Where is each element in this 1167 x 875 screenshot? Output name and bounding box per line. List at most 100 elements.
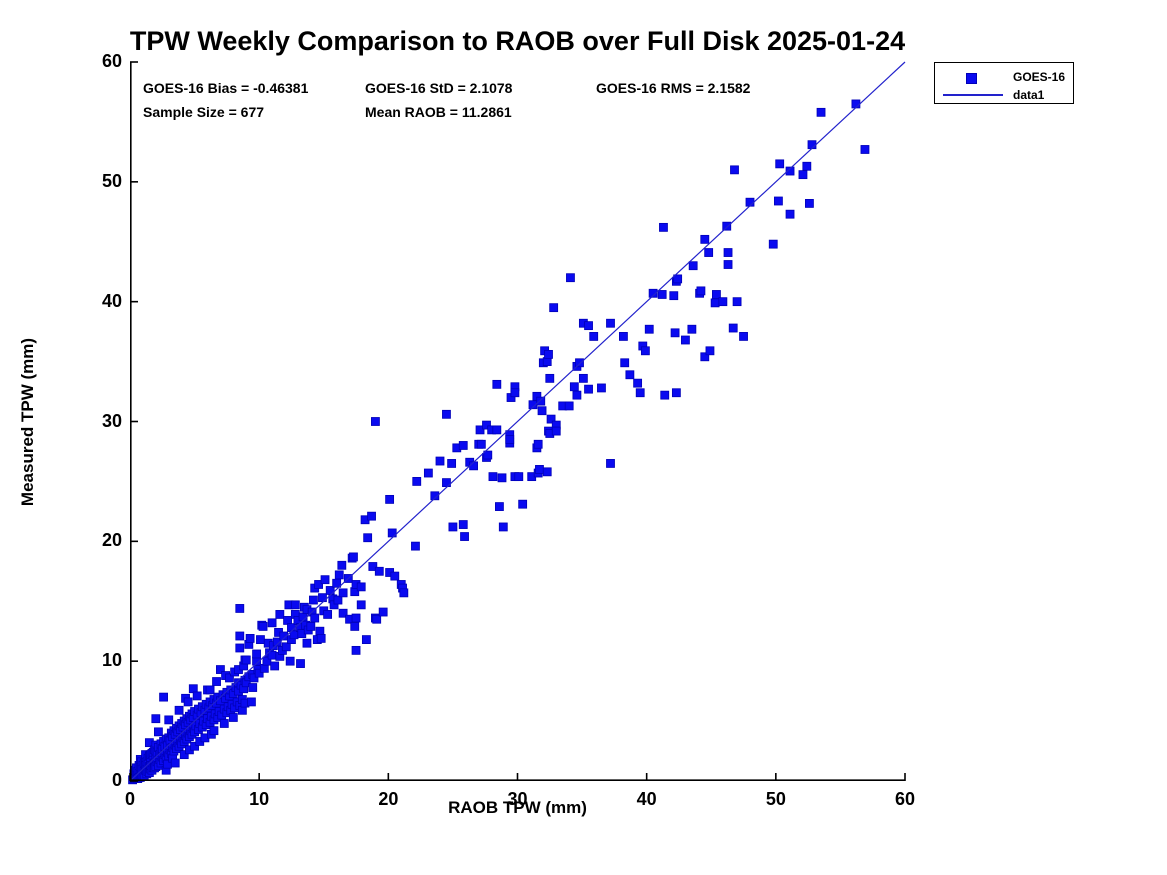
scatter-point [476,439,486,449]
scatter-point [518,499,528,509]
scatter-point [584,321,593,331]
scatter-point [254,668,264,678]
scatter-point [723,248,733,257]
scatter-point [316,633,326,643]
scatter-point [179,750,189,760]
scatter-point [385,494,395,504]
scatter-point [252,649,261,659]
scatter-point [687,324,697,334]
scatter-point [483,450,493,460]
scatter-point [371,417,380,426]
scatter-point [659,222,668,232]
scatter-point [272,637,282,647]
scatter-point [209,726,219,736]
scatter-point [546,414,556,424]
scatter-point [688,261,698,271]
scatter-point [267,618,277,628]
y-tick-label: 0 [111,770,122,790]
scatter-point [551,426,561,436]
scatter-point [256,635,265,644]
scatter-point [338,608,348,618]
x-tick-label: 50 [765,789,786,809]
scatter-point [367,511,376,521]
scatter-point [423,468,433,478]
scatter-point [296,659,305,668]
scatter-point [670,328,680,338]
legend-label: data1 [1013,88,1045,102]
scatter-point [159,692,168,702]
y-tick-label: 60 [101,51,122,71]
scatter-point [589,332,599,341]
scatter-point [216,665,225,674]
scatter-point [302,638,312,648]
scatter-point [285,656,295,666]
scatter-point [492,425,502,435]
x-tick-label: 0 [124,789,135,809]
legend-label: GOES-16 [1013,70,1066,84]
scatter-point [774,196,783,206]
scatter-point [337,560,347,570]
scatter-point [798,170,808,180]
scatter-point [710,298,720,308]
scatter-point [411,541,420,551]
scatter-point [640,346,650,356]
scatter-point [728,323,738,333]
square-marker-icon [966,73,977,84]
scatter-point [514,472,524,482]
y-tick-label: 50 [101,170,122,191]
scatter-point [575,358,584,368]
scatter-point [270,661,280,671]
stat-bias: GOES-16 Bias = -0.46381 [143,80,309,96]
scatter-point [350,622,360,631]
scatter-point [584,384,593,394]
scatter-point [361,635,371,644]
scatter-point [712,290,721,299]
scatter-point [435,456,445,466]
scatter-point [170,758,180,768]
scatter-point [505,435,515,444]
scatter-point [314,580,323,589]
scatter-point [537,406,547,416]
scatter-point [625,370,635,380]
scatter-point [275,610,285,619]
scatter-point [447,459,457,468]
stat-rms: GOES-16 RMS = 2.1582 [596,80,751,96]
scatter-point [723,260,733,269]
scatter-point [510,388,520,398]
x-axis-label: RAOB TPW (mm) [448,798,587,817]
y-tick-label: 10 [101,650,122,671]
y-tick-label: 20 [101,530,122,551]
scatter-point [235,631,245,641]
scatter-point [281,642,291,652]
scatter-point [154,727,163,737]
scatter-point [351,645,361,655]
stat-std: GOES-16 StD = 2.1078 [365,80,513,96]
x-tick-label: 20 [378,789,399,809]
scatter-point [704,248,714,257]
scatter-point [151,714,161,724]
scatter-point [549,303,559,313]
scatter-point [390,571,400,581]
scatter-point [458,520,468,529]
scatter-point [482,420,491,430]
scatter-point [533,439,543,449]
scatter-point [378,607,388,617]
y-tick-label: 30 [101,410,122,431]
line-swatch-icon [943,94,1003,96]
scatter-point [492,379,502,389]
scatter-point [542,467,552,477]
scatter-point [700,234,710,244]
scatter-point [768,239,778,249]
scatter-point [619,332,628,341]
x-tick-label: 30 [507,789,528,809]
scatter-point [306,622,316,631]
scatter-point [205,685,215,695]
scatter-point [174,705,184,715]
scatter-point [696,286,706,296]
scatter-point [785,209,795,219]
scatter-point [363,533,373,543]
scatter-point [545,373,555,383]
scatter-point [597,383,606,393]
